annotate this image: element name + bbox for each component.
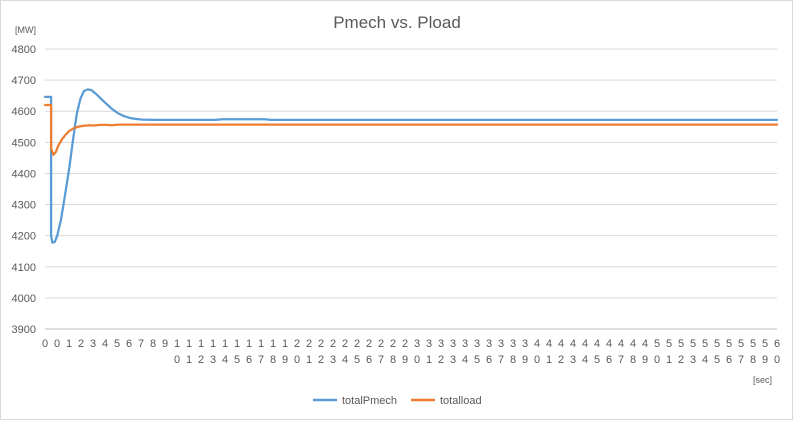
y-axis-label: [MW] [15, 25, 36, 35]
x-tick-label: 9 [162, 338, 168, 350]
y-tick-label: 4700 [12, 75, 36, 87]
x-tick-label: 6 [126, 338, 132, 350]
series-lines [43, 88, 779, 244]
gridlines [45, 48, 777, 330]
x-axis-label: [sec] [753, 375, 772, 385]
y-tick-label: 4300 [12, 200, 36, 212]
tick-labels: 3900400041004200430044004500460047004800… [12, 44, 781, 366]
x-tick-label: 7 [138, 338, 144, 350]
y-tick-label: 4800 [12, 44, 36, 56]
legend-label-totalload: totalload [440, 395, 482, 407]
series-line-totalPmech [43, 88, 779, 244]
series-line-totalload [43, 103, 779, 156]
x-tick-label: 2 [78, 338, 84, 350]
x-tick-label: 4 [102, 338, 108, 350]
x-tick-label: 0 [42, 338, 48, 350]
y-tick-label: 4000 [12, 293, 36, 305]
y-tick-label: 4600 [12, 106, 36, 118]
x-tick-label: 5 [114, 338, 120, 350]
legend: totalPmech totalload [313, 395, 482, 407]
y-tick-label: 4400 [12, 168, 36, 180]
y-tick-label: 4500 [12, 137, 36, 149]
x-tick-label: 8 [150, 338, 156, 350]
x-tick-label: 1 [66, 338, 72, 350]
y-tick-label: 4200 [12, 231, 36, 243]
x-tick-label: 0 [54, 338, 60, 350]
y-tick-label: 3900 [12, 324, 36, 336]
chart-title: Pmech vs. Pload [333, 13, 461, 32]
legend-label-totalPmech: totalPmech [342, 395, 397, 407]
x-tick-label: 3 [90, 338, 96, 350]
y-tick-label: 4100 [12, 262, 36, 274]
